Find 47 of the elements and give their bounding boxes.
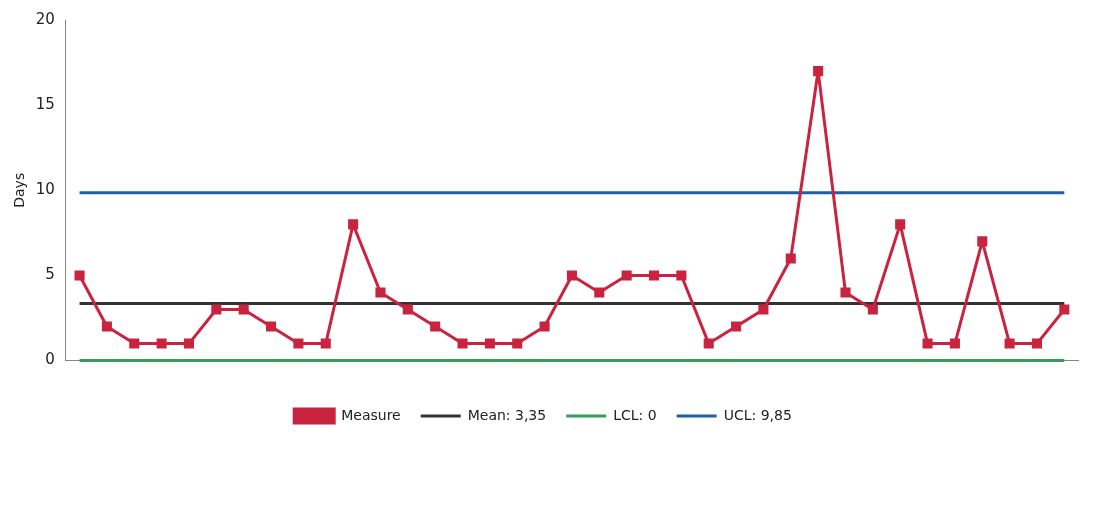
point [977, 236, 988, 247]
point [949, 338, 960, 349]
point [457, 338, 468, 349]
point [320, 338, 331, 349]
point [594, 287, 605, 298]
point [512, 338, 523, 349]
point [703, 338, 714, 349]
point [895, 219, 906, 230]
point [348, 219, 359, 230]
point [1031, 338, 1042, 349]
point [402, 304, 413, 315]
point [648, 270, 660, 281]
y-tick-label: 20 [35, 9, 55, 28]
point [731, 321, 742, 332]
point [785, 253, 796, 264]
point [101, 321, 112, 332]
point [375, 287, 386, 298]
point [621, 270, 632, 281]
y-tick-label: 10 [35, 180, 55, 199]
point [74, 270, 85, 281]
point [266, 321, 277, 332]
point [676, 270, 687, 281]
point [430, 321, 441, 332]
point [238, 304, 249, 315]
point [484, 338, 495, 349]
point [156, 338, 167, 349]
point [539, 321, 550, 332]
y-tick-label: 15 [35, 95, 55, 114]
point [840, 287, 851, 298]
y-axis-title: Days [11, 172, 28, 208]
y-tick-label: 5 [45, 265, 55, 284]
point [1059, 304, 1070, 315]
point [183, 338, 195, 349]
legend-label: LCL: 0 [613, 406, 657, 423]
point [922, 338, 933, 349]
legend-label: Measure [341, 406, 401, 423]
point [293, 338, 304, 349]
point [813, 66, 824, 77]
legend-label: Mean: 3,35 [467, 406, 547, 423]
point [1004, 338, 1015, 349]
legend-label: UCL: 9,85 [723, 406, 792, 423]
y-tick-label: 0 [45, 350, 55, 369]
point [758, 304, 769, 315]
point [867, 304, 878, 315]
point [211, 304, 222, 315]
point [129, 338, 140, 349]
point [566, 270, 577, 281]
